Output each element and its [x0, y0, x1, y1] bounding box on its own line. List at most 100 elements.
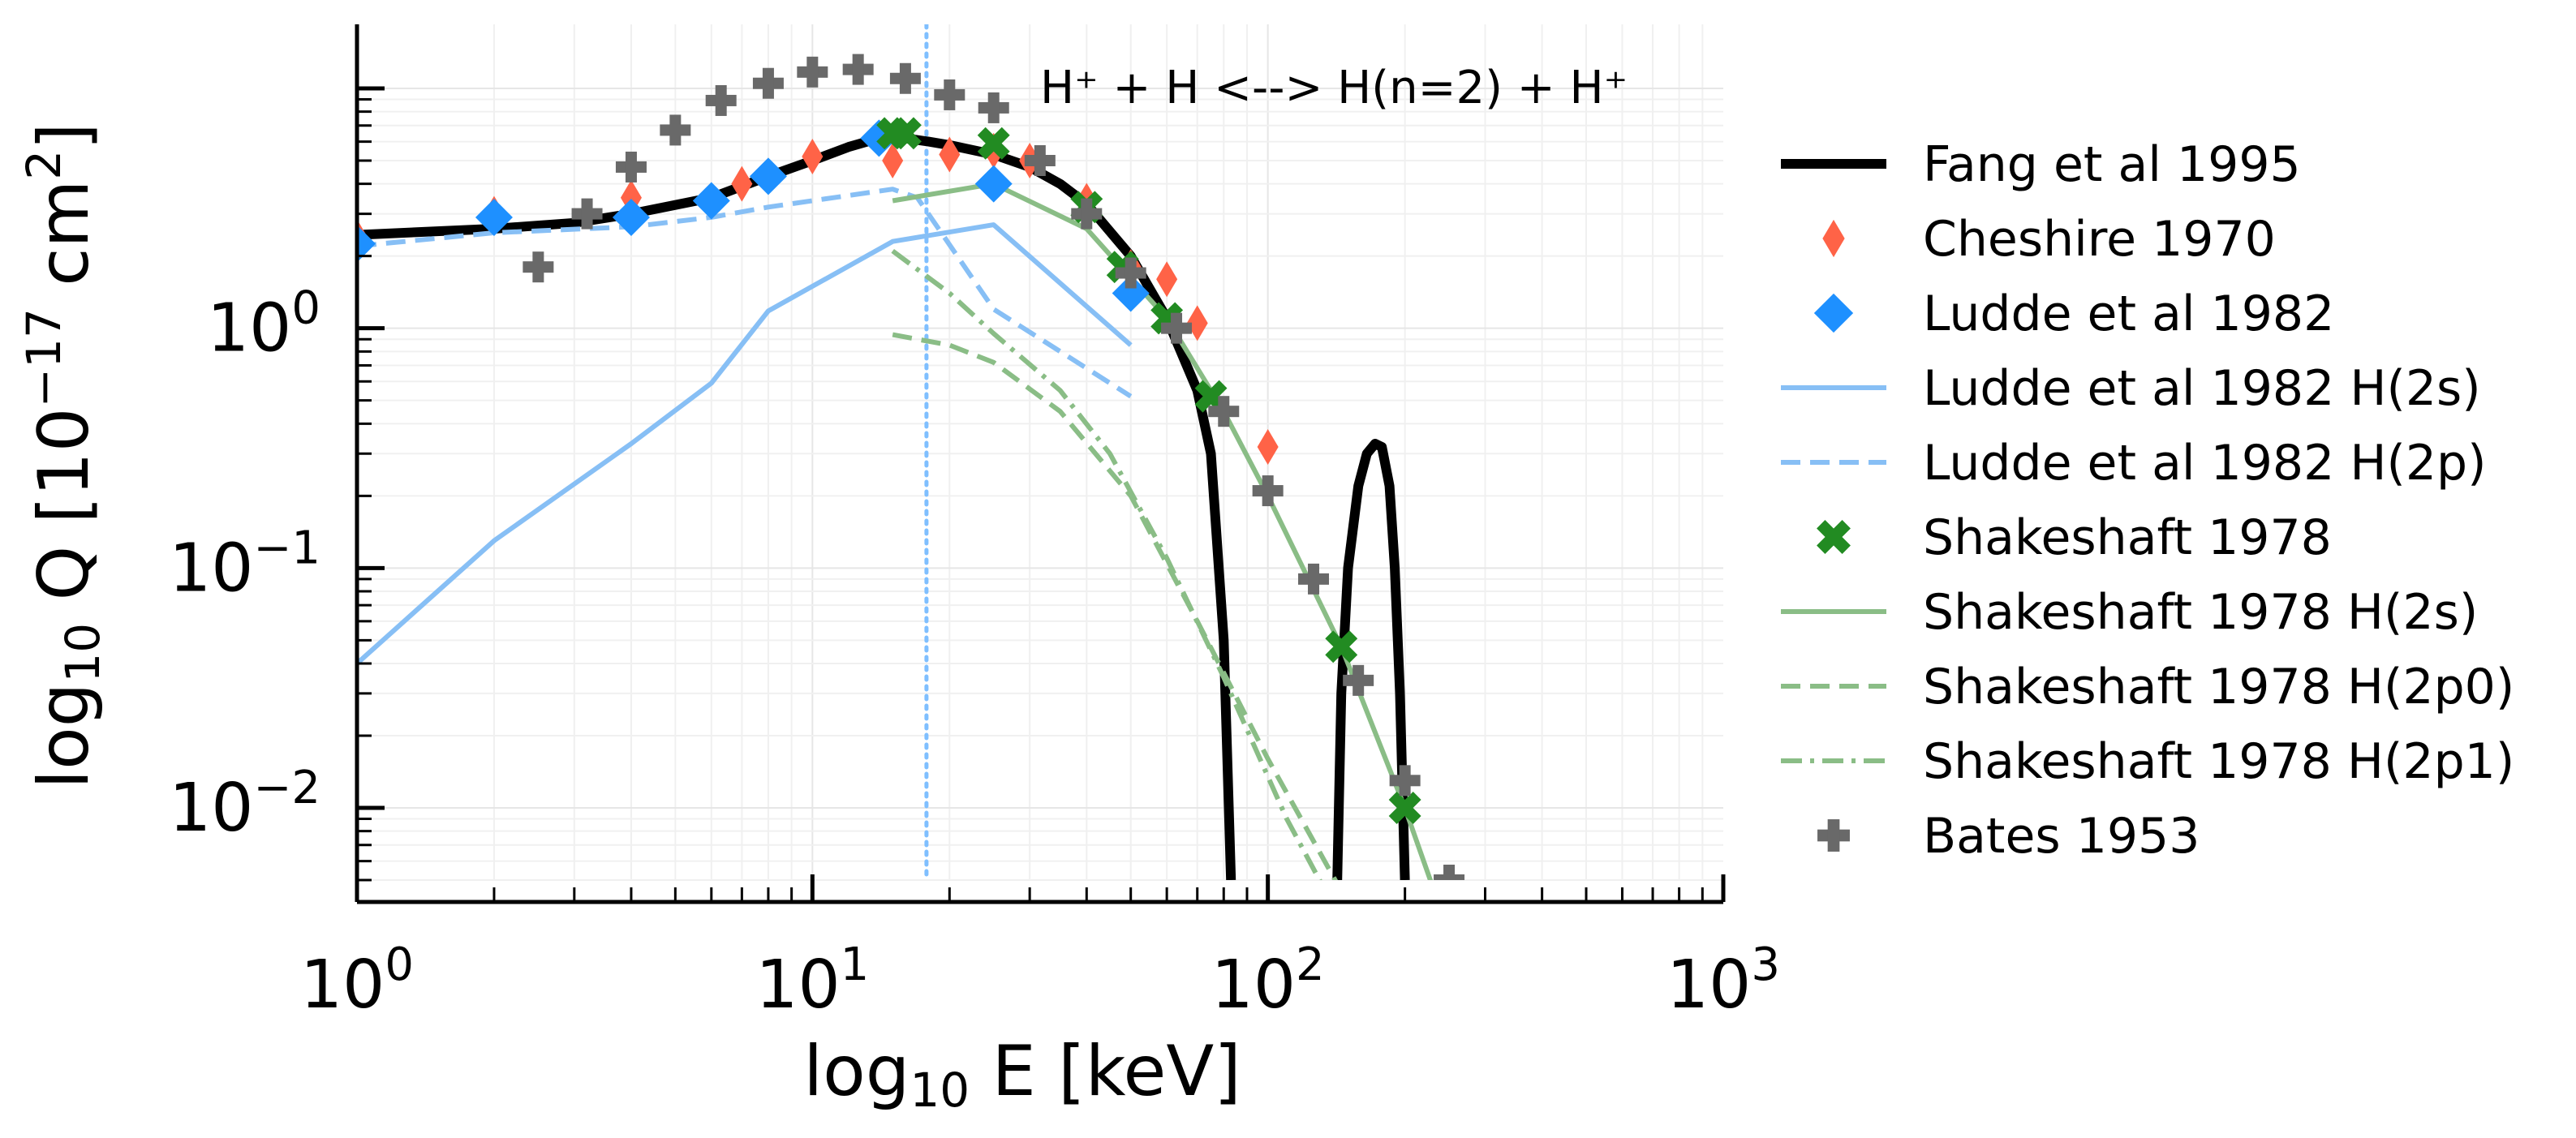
axes	[355, 24, 1726, 904]
series-2-point-6	[939, 136, 961, 173]
legend-label-2: Ludde et al 1982	[1923, 286, 2334, 342]
series-10-point-19	[1389, 765, 1421, 797]
x-tick-base: 10	[755, 947, 840, 1024]
x-tick-base: 10	[1211, 947, 1296, 1024]
x-tick-base: 10	[1666, 947, 1751, 1024]
x-axis-label: log10 E [keV]	[803, 1031, 1241, 1118]
series-10-point-5	[752, 67, 784, 99]
series-10-point-15	[1208, 396, 1240, 427]
x-tick-label-0: 100	[300, 938, 414, 1024]
legend-label-3: Ludde et al 1982 H(2s)	[1923, 360, 2481, 417]
series-10-point-13-v	[1125, 257, 1137, 289]
legend-swatch-9	[1817, 819, 1850, 852]
series-6-point-5-b	[1150, 302, 1184, 335]
series-10-point-13	[1115, 257, 1146, 289]
y-tick-base: 10	[169, 530, 253, 607]
legend-item-1: Cheshire 1970	[1822, 211, 2276, 268]
series-10-point-4	[705, 84, 737, 116]
x-tick-exp: 0	[385, 938, 414, 991]
series-10-point-14	[1161, 312, 1193, 344]
series-10-point-16-v	[1262, 475, 1274, 507]
series-10-point-20-v	[1443, 865, 1456, 880]
legend-swatch-1	[1822, 219, 1845, 258]
legend-swatch-9-v	[1827, 819, 1840, 852]
series-6-point-8	[1388, 792, 1421, 824]
legend-item-4: Ludde et al 1982 H(2p)	[1781, 435, 2487, 492]
series-10-point-12	[1071, 198, 1103, 230]
y-tick-base: 10	[207, 290, 291, 367]
legend-label-0: Fang et al 1995	[1923, 136, 2301, 193]
series-2-point-5	[882, 142, 904, 178]
series-10-point-1-v	[581, 198, 593, 230]
series-10-point-14-v	[1171, 312, 1183, 344]
y-tick-exp: −2	[253, 762, 320, 814]
x-tick-label-1: 101	[755, 938, 869, 1024]
series-line-1	[1332, 439, 1410, 880]
series-10-point-20	[1434, 865, 1465, 880]
series-10-point-5-v	[762, 67, 774, 99]
legend-label-1: Cheshire 1970	[1923, 211, 2276, 268]
series-6-point-1	[888, 117, 922, 150]
series-10-point-18-v	[1353, 664, 1365, 696]
series-3-point-2	[612, 198, 650, 236]
y-tick-label-0: 10−2	[169, 762, 320, 847]
legend-item-0: Fang et al 1995	[1781, 136, 2301, 193]
y-axis-label: log10 Q [10−17 cm2]	[16, 122, 110, 789]
series-line-9	[891, 248, 1322, 880]
series-10-point-3-v	[669, 114, 682, 146]
legend-label-8: Shakeshaft 1978 H(2p1)	[1923, 733, 2514, 790]
y-tick-exp: −1	[253, 522, 320, 574]
series-10-point-9	[934, 79, 965, 110]
legend-swatch-5	[1817, 520, 1851, 554]
legend-label-6: Shakeshaft 1978 H(2s)	[1923, 584, 2478, 641]
series-10-point-12-v	[1081, 198, 1093, 230]
series-10-point-9-v	[944, 79, 956, 110]
series-markers	[357, 54, 1465, 880]
series-10-point-8-v	[899, 62, 911, 94]
series-3-point-0	[357, 225, 376, 263]
series-10-point-0	[523, 251, 554, 283]
series-3-point-3	[692, 182, 730, 220]
series-6-point-2-b	[977, 127, 1010, 160]
series-10-point-10	[978, 92, 1009, 123]
series-10-point-19-v	[1399, 765, 1411, 797]
series-2-point-11	[1156, 261, 1178, 298]
legend: Fang et al 1995 Cheshire 1970 Ludde et al …	[1781, 136, 2514, 865]
x-tick-label-2: 102	[1211, 938, 1325, 1024]
series-10-point-4-v	[715, 84, 727, 116]
chart-annotation: H⁺ + H <--> H(n=2) + H⁺	[1040, 62, 1628, 114]
series-6-point-7-b	[1325, 630, 1358, 663]
series-10-point-18	[1343, 664, 1374, 696]
legend-swatch-5-b	[1817, 520, 1851, 554]
series-10-point-0-v	[532, 251, 544, 283]
legend-item-9: Bates 1953	[1817, 808, 2200, 865]
legend-item-8: Shakeshaft 1978 H(2p1)	[1781, 733, 2514, 790]
series-6-point-6-b	[1194, 380, 1228, 413]
x-tick-base: 10	[300, 947, 385, 1024]
series-10-point-6-v	[806, 56, 819, 88]
series-10-point-11	[1024, 144, 1056, 176]
legend-label-4: Ludde et al 1982 H(2p)	[1923, 435, 2487, 492]
legend-label-9: Bates 1953	[1923, 808, 2200, 865]
series-2-point-13	[1257, 428, 1279, 465]
legend-item-3: Ludde et al 1982 H(2s)	[1781, 360, 2481, 417]
y-tick-label-1: 10−1	[169, 522, 320, 607]
legend-item-2: Ludde et al 1982	[1813, 286, 2334, 342]
series-10-point-15-v	[1218, 396, 1230, 427]
legend-label-5: Shakeshaft 1978	[1923, 509, 2332, 566]
series-3-point-1	[475, 198, 513, 236]
series-10-point-7-v	[852, 54, 864, 85]
series-10-point-7	[842, 54, 874, 85]
y-tick-exp: 0	[291, 282, 320, 335]
series-line-8	[892, 332, 1339, 880]
legend-item-6: Shakeshaft 1978 H(2s)	[1781, 584, 2478, 641]
legend-item-7: Shakeshaft 1978 H(2p0)	[1781, 659, 2514, 715]
series-10-point-3	[660, 114, 691, 146]
series-10-point-6	[797, 56, 828, 88]
series-10-point-8	[889, 62, 921, 94]
series-10-point-2-v	[625, 151, 637, 183]
series-3-point-7	[1112, 274, 1150, 312]
